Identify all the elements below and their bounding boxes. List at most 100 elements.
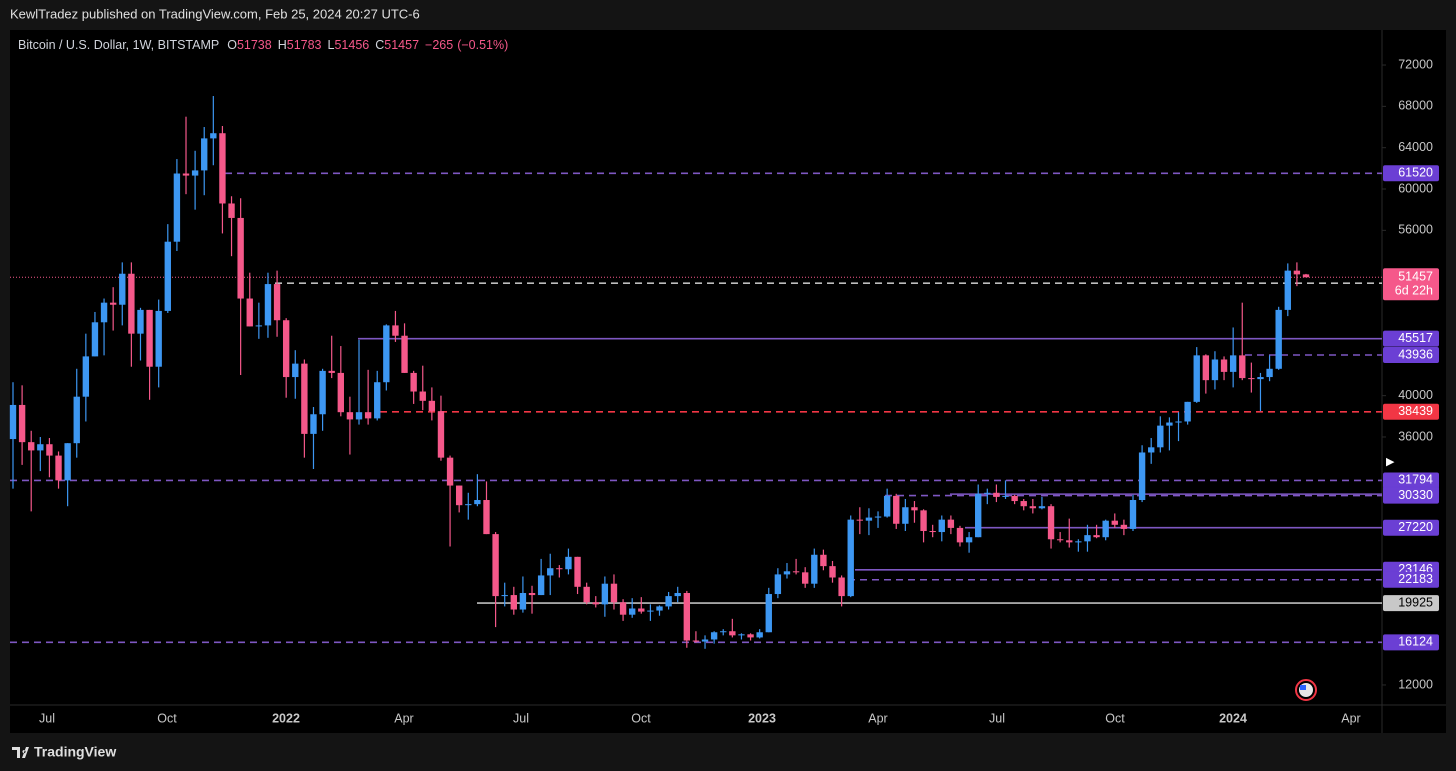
candle-body — [264, 284, 272, 326]
candle-body — [1302, 274, 1310, 278]
candle-body — [1202, 355, 1210, 381]
candle-body — [929, 531, 936, 533]
candle-body — [1148, 447, 1155, 453]
candle-body — [938, 519, 945, 533]
candle-body — [811, 554, 818, 584]
x-tick-label: Oct — [157, 711, 177, 725]
last-price-label: 51457 — [1398, 270, 1433, 284]
candle-body — [109, 302, 117, 305]
x-tick-label: Jul — [39, 711, 55, 725]
candle-body — [1239, 355, 1246, 379]
candle-body — [674, 592, 681, 597]
candle-body — [328, 370, 335, 373]
x-tick-label: Jul — [513, 711, 529, 725]
candle-body — [947, 519, 955, 528]
candle-body — [337, 372, 344, 413]
candle-body — [383, 325, 390, 383]
logo-mark — [12, 747, 29, 758]
candle-body — [792, 571, 800, 573]
level-label-box — [1383, 634, 1439, 651]
candle-body — [610, 583, 618, 603]
candle-body — [510, 595, 517, 610]
x-tick-label: Oct — [631, 711, 651, 725]
level-label-box — [1383, 330, 1439, 347]
candle-body — [64, 443, 71, 481]
candle-body — [1184, 401, 1191, 422]
candle-body — [392, 325, 399, 336]
candle-body — [1193, 355, 1200, 402]
candle-body — [55, 455, 62, 481]
candle-body — [965, 537, 973, 543]
candle-body — [802, 572, 809, 584]
level-label-box — [1383, 595, 1439, 612]
candle-body — [647, 610, 654, 612]
level-label: 19925 — [1398, 595, 1433, 609]
candle-body — [46, 444, 53, 456]
candle-body — [128, 273, 135, 334]
candle-body — [537, 575, 545, 596]
candle-body — [100, 302, 108, 323]
candle-body — [301, 363, 308, 434]
candle-body — [474, 500, 481, 505]
candle-body — [419, 391, 426, 401]
candle-body — [574, 556, 581, 587]
candle-body — [1211, 359, 1219, 381]
candle-body — [346, 412, 354, 420]
ohlc-value: 51456 — [334, 38, 369, 52]
candle-body — [374, 382, 381, 419]
footer-brand: TradingView — [34, 744, 116, 760]
candle-body — [701, 639, 709, 642]
candle-body — [282, 320, 290, 378]
level-label-box — [1383, 346, 1439, 363]
candle-body — [1011, 495, 1018, 502]
candle-body — [1229, 355, 1237, 372]
y-tick-label: 68000 — [1398, 99, 1433, 113]
candle-body — [1257, 377, 1264, 380]
candle-body — [1029, 506, 1037, 509]
candle-body — [28, 442, 35, 451]
candle-body — [246, 298, 253, 327]
candle-body — [228, 203, 235, 218]
level-label-box — [1383, 403, 1439, 420]
candle-body — [993, 492, 1000, 497]
level-label-box — [1383, 165, 1439, 182]
candle-body — [164, 241, 171, 311]
candle-body — [638, 608, 645, 612]
level-label: 16124 — [1398, 635, 1433, 649]
x-tick-label: 2023 — [748, 711, 776, 725]
candle-body — [73, 396, 80, 444]
candle-body — [592, 602, 599, 605]
candle-body — [1075, 541, 1082, 543]
y-tick-label: 40000 — [1398, 388, 1433, 402]
candle-body — [893, 495, 900, 524]
level-label: 43936 — [1398, 347, 1433, 361]
y-tick-label: 64000 — [1398, 140, 1433, 154]
candle-body — [984, 492, 991, 494]
last-price-box — [1383, 268, 1439, 301]
candle-body — [729, 631, 736, 636]
candle-body — [1275, 309, 1282, 369]
candle-body — [37, 444, 44, 451]
candle-body — [765, 594, 772, 633]
candle-body — [182, 173, 190, 176]
candle-body — [583, 586, 590, 603]
symbol: Bitcoin / U.S. Dollar, 1W, BITSTAMP — [18, 38, 219, 52]
candle-body — [155, 310, 162, 367]
candle-body — [1020, 501, 1027, 507]
level-label: 30330 — [1398, 488, 1433, 502]
y-tick-label: 56000 — [1398, 223, 1433, 237]
ohlc-value: 51738 — [237, 38, 272, 52]
candle-body — [1266, 368, 1273, 378]
candle-body — [528, 592, 536, 596]
scroll-arrow: ▶ — [1386, 456, 1395, 468]
candle-body — [483, 500, 490, 535]
change: −265 — [425, 38, 453, 52]
candle-body — [1102, 520, 1109, 538]
candle-body — [874, 516, 882, 518]
candle-body — [437, 411, 445, 458]
candle-body — [747, 634, 754, 638]
candle-body — [401, 335, 408, 373]
level-label: 61520 — [1398, 166, 1433, 180]
candle-body — [656, 606, 663, 611]
